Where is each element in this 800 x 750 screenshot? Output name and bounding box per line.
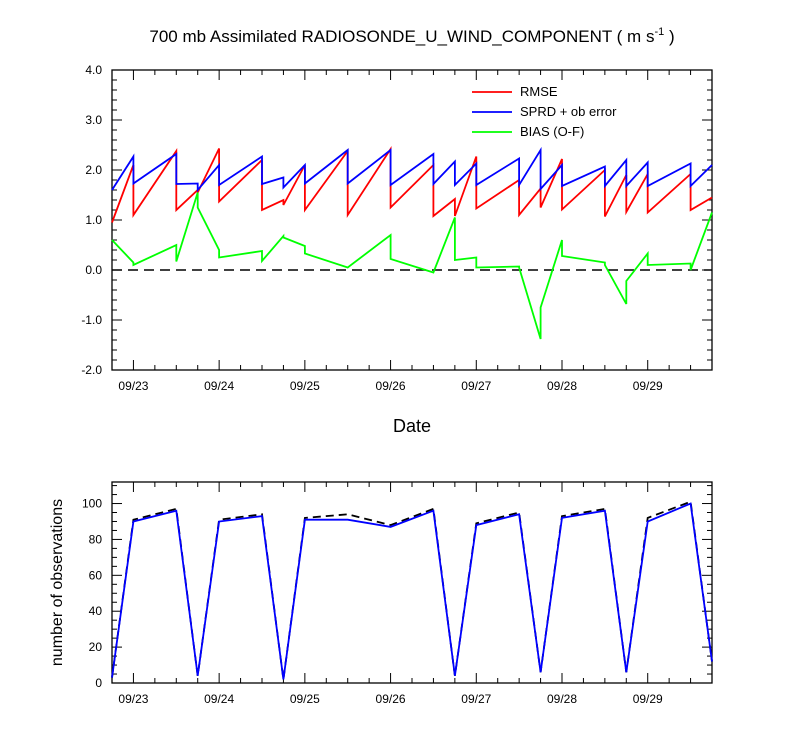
series-bias-o-f-line — [111, 192, 713, 340]
x-tick-label: 09/25 — [290, 379, 320, 393]
x-tick-label: 09/27 — [461, 379, 491, 393]
y-tick-label: 60 — [89, 568, 103, 582]
y-tick-label: 0.0 — [85, 263, 102, 277]
top-panel: 09/23 09/24 09/25 09/26 09/27 09/28 09/29 -2.0 -… — [81, 63, 713, 436]
y-tick-label: 1.0 — [85, 213, 102, 227]
y-ticks — [112, 69, 712, 371]
x-tick-label: 09/23 — [118, 692, 148, 706]
y-tick-label: 100 — [82, 497, 102, 511]
x-tick-label: 09/29 — [633, 379, 663, 393]
x-ticks — [111, 482, 713, 683]
y-tick-label: -2.0 — [81, 363, 102, 377]
x-tick-label: 09/23 — [118, 379, 148, 393]
legend-label: BIAS (O-F) — [520, 124, 584, 139]
series-0-line — [111, 500, 713, 680]
x-ticks — [111, 70, 713, 370]
plot-frame — [111, 481, 713, 684]
series-rmse-line — [111, 145, 713, 223]
y-tick-label: -1.0 — [81, 313, 102, 327]
x-tick-label: 09/29 — [633, 692, 663, 706]
y-tick-label: 40 — [89, 604, 103, 618]
legend: RMSE SPRD + ob error BIAS (O-F) — [472, 84, 617, 139]
y-ticks — [112, 485, 712, 684]
legend-label: SPRD + ob error — [520, 104, 617, 119]
x-tick-label: 09/28 — [547, 692, 577, 706]
series-sprd-ob-error-line — [111, 146, 713, 193]
y-tick-label: 3.0 — [85, 113, 102, 127]
bottom-panel: 09/23 09/24 09/25 09/26 09/27 09/28 09/29 0 20 40… — [49, 481, 713, 706]
chart-title: 700 mb Assimilated RADIOSONDE_U_WIND_COM… — [149, 26, 674, 46]
series-1-line — [111, 502, 713, 680]
y-tick-label: 0 — [95, 676, 102, 690]
x-tick-label: 09/24 — [204, 379, 234, 393]
legend-label: RMSE — [520, 84, 558, 99]
plot-frame — [111, 69, 713, 371]
x-tick-label: 09/24 — [204, 692, 234, 706]
x-tick-label: 09/26 — [376, 692, 406, 706]
x-axis-label: Date — [393, 416, 431, 436]
y-tick-label: 2.0 — [85, 163, 102, 177]
x-tick-label: 09/27 — [461, 692, 491, 706]
y-tick-label: 80 — [89, 532, 103, 546]
x-tick-label: 09/26 — [376, 379, 406, 393]
y-tick-label: 20 — [89, 640, 103, 654]
x-tick-label: 09/28 — [547, 379, 577, 393]
y-tick-label: 4.0 — [85, 63, 102, 77]
y-axis-label: number of observations — [49, 499, 66, 666]
x-tick-label: 09/25 — [290, 692, 320, 706]
